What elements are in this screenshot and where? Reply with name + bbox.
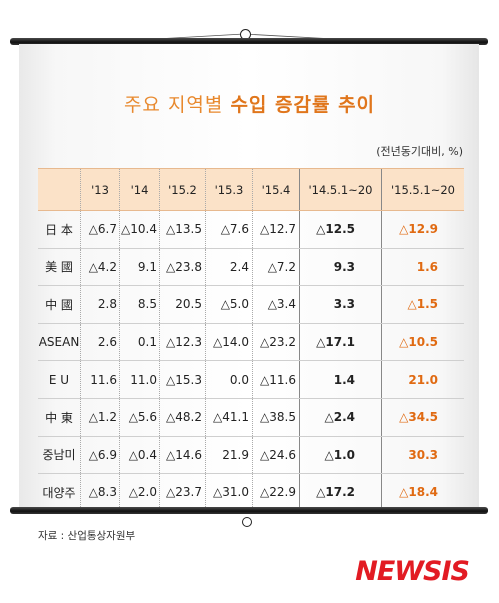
table-row: 中 東 △1.2 △5.6 △48.2 △41.1 △38.5 △2.4 △34.5 [38, 398, 464, 437]
value-cell: 30.3 [381, 436, 464, 474]
value-cell: △8.3 [81, 474, 120, 511]
header-cell-15-4: '15.4 [261, 182, 291, 197]
value-cell: △1.2 [81, 398, 120, 436]
value-cell: 1.4 [299, 361, 381, 398]
value-cell: 1.6 [381, 248, 464, 286]
value-cell: 2.6 [81, 323, 120, 361]
value-cell: △18.4 [381, 474, 464, 511]
value-cell: △6.7 [81, 211, 120, 248]
top-rod [10, 38, 488, 45]
table-row: ASEAN 2.6 0.1 △12.3 △14.0 △23.2 △17.1 △10.5 [38, 323, 464, 362]
value-cell: △48.2 [160, 398, 206, 436]
header-cell-15-5-period: '15.5.1~20 [381, 169, 464, 210]
value-cell: △1.0 [299, 436, 381, 474]
value-cell: △7.2 [267, 259, 296, 274]
header-cell-15-2: '15.2 [160, 169, 206, 210]
region-cell: 中 東 [38, 398, 81, 436]
value-cell: △2.4 [299, 398, 381, 436]
value-cell: △10.4 [120, 211, 160, 248]
value-cell: △12.7 [260, 222, 296, 237]
value-cell: △2.0 [120, 474, 160, 511]
value-cell: △17.2 [299, 474, 381, 511]
value-cell: △12.9 [381, 211, 464, 248]
region-cell: 중남미 [38, 436, 81, 474]
value-cell: △7.6 [206, 211, 253, 248]
value-cell: △41.1 [206, 398, 253, 436]
region-cell: ASEAN [38, 323, 81, 361]
table-row: 중남미 △6.9 △0.4 △14.6 21.9 △24.6 △1.0 30.3 [38, 436, 464, 475]
value-cell: 9.1 [120, 248, 160, 286]
value-cell: 21.9 [206, 436, 253, 474]
region-cell: 中 國 [38, 286, 81, 323]
value-cell: △34.5 [381, 398, 464, 436]
value-cell: △5.6 [120, 398, 160, 436]
table-row: 美 國 △4.2 9.1 △23.8 2.4 △7.2 9.3 1.6 [38, 248, 464, 287]
header-cell-14: '14 [120, 169, 160, 210]
value-cell: 20.5 [160, 286, 206, 323]
value-cell: △23.8 [160, 248, 206, 286]
bottom-rod [10, 507, 488, 514]
value-cell: △11.6 [260, 372, 296, 387]
value-cell: △23.7 [160, 474, 206, 511]
value-cell: △12.3 [160, 323, 206, 361]
value-cell: △6.9 [81, 436, 120, 474]
value-cell: 21.0 [381, 361, 464, 398]
value-cell: △10.5 [381, 323, 464, 361]
region-cell: E U [38, 361, 81, 398]
value-cell: 3.3 [299, 286, 381, 323]
value-cell: △1.5 [381, 286, 464, 323]
table-header-row: '13 '14 '15.2 '15.3 '15.4 '14.5.1~20 '15… [38, 168, 464, 211]
value-cell: △24.6 [260, 447, 296, 462]
unit-note: (전년동기대비, %) [376, 145, 463, 158]
value-cell: △17.1 [299, 323, 381, 361]
value-cell: 11.0 [120, 361, 160, 398]
value-cell: △23.2 [260, 335, 296, 350]
newsis-logo: NEWSIS [355, 556, 470, 587]
source-note: 자료 : 산업통상자원부 [38, 530, 136, 542]
value-cell: 8.5 [120, 286, 160, 323]
table-row: 中 國 2.8 8.5 20.5 △5.0 △3.4 3.3 △1.5 [38, 286, 464, 324]
table-row: E U 11.6 11.0 △15.3 0.0 △11.6 1.4 21.0 [38, 361, 464, 399]
region-cell: 日 本 [38, 211, 81, 248]
value-cell: △13.5 [160, 211, 206, 248]
import-change-table: '13 '14 '15.2 '15.3 '15.4 '14.5.1~20 '15… [38, 168, 464, 512]
value-cell: 2.4 [206, 248, 253, 286]
value-cell: △14.6 [160, 436, 206, 474]
value-cell: △5.0 [206, 286, 253, 323]
header-cell-13: '13 [81, 169, 120, 210]
value-cell: △4.2 [81, 248, 120, 286]
region-cell: 대양주 [38, 474, 81, 511]
region-cell: 美 國 [38, 248, 81, 286]
value-cell: △22.9 [260, 485, 296, 500]
value-cell: △3.4 [267, 297, 296, 312]
header-cell-15-3: '15.3 [206, 169, 253, 210]
value-cell: 9.3 [299, 248, 381, 286]
header-cell-region [38, 169, 81, 210]
value-cell: △14.0 [206, 323, 253, 361]
table-row: 대양주 △8.3 △2.0 △23.7 △31.0 △22.9 △17.2 △18.4 [38, 474, 464, 512]
value-cell: △0.4 [120, 436, 160, 474]
value-cell: 0.1 [120, 323, 160, 361]
table-row: 日 本 △6.7 △10.4 △13.5 △7.6 △12.7 △12.5 △12.9 [38, 211, 464, 249]
page-title: 주요 지역별 수입 증감률 추이 [123, 94, 376, 116]
poster-panel [19, 44, 479, 507]
value-cell: 2.8 [81, 286, 120, 323]
value-cell: △38.5 [260, 410, 296, 425]
value-cell: 11.6 [81, 361, 120, 398]
value-cell: △31.0 [206, 474, 253, 511]
pull-ring-icon [242, 517, 252, 527]
value-cell: △12.5 [299, 211, 381, 248]
header-cell-14-5-period: '14.5.1~20 [299, 169, 381, 210]
value-cell: 0.0 [206, 361, 253, 398]
value-cell: △15.3 [160, 361, 206, 398]
